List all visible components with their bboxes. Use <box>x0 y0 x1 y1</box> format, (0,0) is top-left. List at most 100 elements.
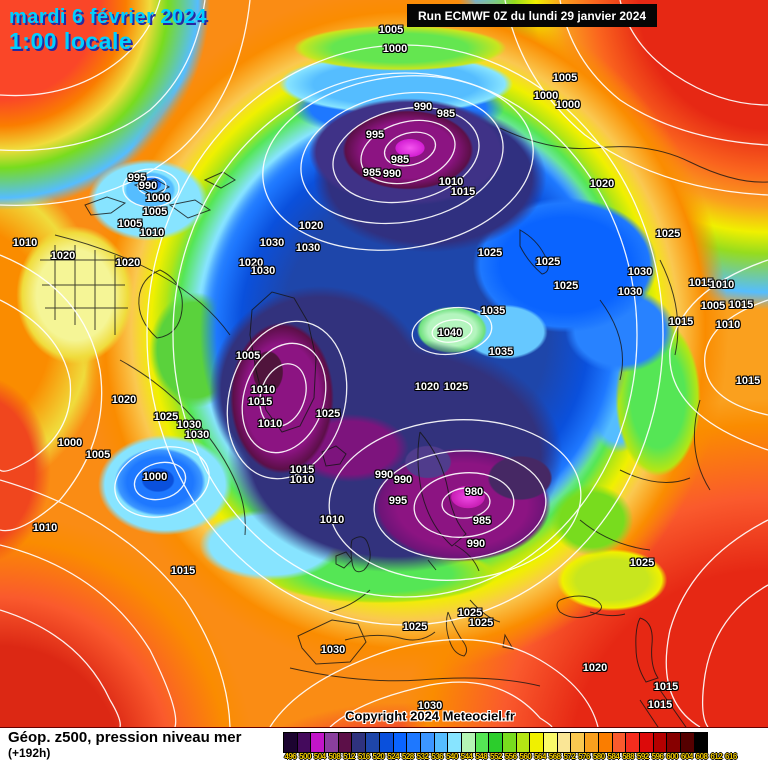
pressure-label: 1020 <box>582 662 608 674</box>
colorbar-number: 616 <box>725 752 737 761</box>
colorbar-cells <box>283 732 738 753</box>
colorbar-cell <box>325 732 339 753</box>
map-overlay-svg <box>0 0 768 727</box>
pressure-label: 995 <box>365 129 385 141</box>
colorbar-number: 536 <box>431 752 444 761</box>
weather-map: 1010 1020 1020 995 990 1000 1005 1005 1010 1020 10… <box>0 0 768 727</box>
pressure-label: 1010 <box>250 384 276 396</box>
colorbar-cell <box>639 732 654 753</box>
pressure-label: 1015 <box>668 316 694 328</box>
colorbar-number: 556 <box>504 752 517 761</box>
pressure-label: 1020 <box>589 178 615 190</box>
colorbar-cell <box>461 732 476 753</box>
pressure-label: 1005 <box>85 449 111 461</box>
colorbar-number: 604 <box>680 752 693 761</box>
colorbar-cell <box>626 732 640 753</box>
pressure-label: 1010 <box>139 227 165 239</box>
pressure-label: 1025 <box>457 607 483 619</box>
colorbar-cell <box>366 732 380 753</box>
colorbar-cell <box>680 732 695 753</box>
pressure-label: 990 <box>374 469 394 481</box>
colorbar-cell <box>612 732 627 753</box>
pressure-label: 995 <box>388 495 408 507</box>
pressure-label: 1000 <box>533 90 559 102</box>
pressure-label: 1025 <box>402 621 428 633</box>
pressure-label: 1030 <box>627 266 653 278</box>
colorbar-cell <box>393 732 408 753</box>
pressure-label: 1020 <box>111 394 137 406</box>
pressure-label: 1000 <box>145 192 171 204</box>
pressure-label: 1005 <box>117 218 143 230</box>
legend-title: Géop. z500, pression niveau mer <box>8 729 242 746</box>
colorbar-cell <box>311 732 326 753</box>
colorbar-number: 496 <box>284 752 297 761</box>
colorbar-number: 596 <box>651 752 664 761</box>
colorbar-cell <box>503 732 517 753</box>
colorbar-cell <box>598 732 613 753</box>
pressure-label: 1000 <box>142 471 168 483</box>
legend-bar: Géop. z500, pression niveau mer (+192h) … <box>0 727 768 768</box>
colorbar-number: 516 <box>357 752 370 761</box>
pressure-label: 1010 <box>715 319 741 331</box>
pressure-label: 1025 <box>477 247 503 259</box>
colorbar-cell <box>694 732 709 753</box>
colorbar-cell <box>516 732 531 753</box>
pressure-label: 1025 <box>535 256 561 268</box>
pressure-label: 1015 <box>289 464 315 476</box>
pressure-label: 1015 <box>247 396 273 408</box>
colorbar-number: 504 <box>313 752 326 761</box>
pressure-label: 1020 <box>298 220 324 232</box>
pressure-label: 1010 <box>289 474 315 486</box>
pressure-label: 1030 <box>250 265 276 277</box>
colorbar-cell <box>653 732 668 753</box>
colorbar-cell <box>338 732 353 753</box>
colorbar-number: 608 <box>695 752 708 761</box>
colorbar-number: 544 <box>460 752 473 761</box>
pressure-label: 1010 <box>257 418 283 430</box>
colorbar-number: 500 <box>299 752 311 761</box>
pressure-label: 1025 <box>655 228 681 240</box>
colorbar-number: 560 <box>519 752 532 761</box>
pressure-label: 1010 <box>12 237 38 249</box>
colorbar-number: 568 <box>548 752 561 761</box>
pressure-label: 990 <box>138 180 158 192</box>
pressure-label: 1015 <box>728 299 754 311</box>
colorbar-cell <box>489 732 503 753</box>
colorbar-number: 520 <box>372 752 385 761</box>
coastlines <box>40 127 768 727</box>
pressure-label: 1015 <box>653 681 679 693</box>
colorbar-number: 512 <box>343 752 356 761</box>
pressure-label: 985 <box>390 154 410 166</box>
colorbar-cell <box>352 732 367 753</box>
pressure-label: 1025 <box>443 381 469 393</box>
pressure-label: 1000 <box>382 43 408 55</box>
colorbar-number: 588 <box>622 752 635 761</box>
pressure-label: 985 <box>436 108 456 120</box>
pressure-label: 1015 <box>647 699 673 711</box>
colorbar-number: 584 <box>607 752 620 761</box>
legend-text-block: Géop. z500, pression niveau mer (+192h) <box>0 728 283 768</box>
colorbar-numbers: 496 500 504 508 512 516 520 524 528 532 536 540 544 5… <box>283 752 738 761</box>
colorbar-cell <box>283 732 298 753</box>
pressure-label: 1030 <box>320 644 346 656</box>
colorbar-cell <box>667 732 681 753</box>
colorbar-number: 592 <box>636 752 649 761</box>
pressure-label: 1005 <box>142 206 168 218</box>
colorbar-number: 508 <box>328 752 341 761</box>
legend-lead-time: (+192h) <box>8 746 51 760</box>
pressure-label: 1025 <box>315 408 341 420</box>
colorbar-number: 580 <box>592 752 605 761</box>
colorbar-cell <box>407 732 421 753</box>
pressure-label: 1010 <box>319 514 345 526</box>
run-info-badge: Run ECMWF 0Z du lundi 29 janvier 2024 <box>407 4 658 27</box>
colorbar-cell <box>530 732 545 753</box>
colorbar-cell <box>585 732 599 753</box>
pressure-label: 1025 <box>153 411 179 423</box>
pressure-label: 1025 <box>553 280 579 292</box>
pressure-label: 980 <box>464 486 484 498</box>
pressure-label: 1030 <box>184 429 210 441</box>
pressure-label: 990 <box>382 168 402 180</box>
colorbar-number: 540 <box>445 752 458 761</box>
pressure-label: 1015 <box>450 186 476 198</box>
pressure-label: 1020 <box>414 381 440 393</box>
